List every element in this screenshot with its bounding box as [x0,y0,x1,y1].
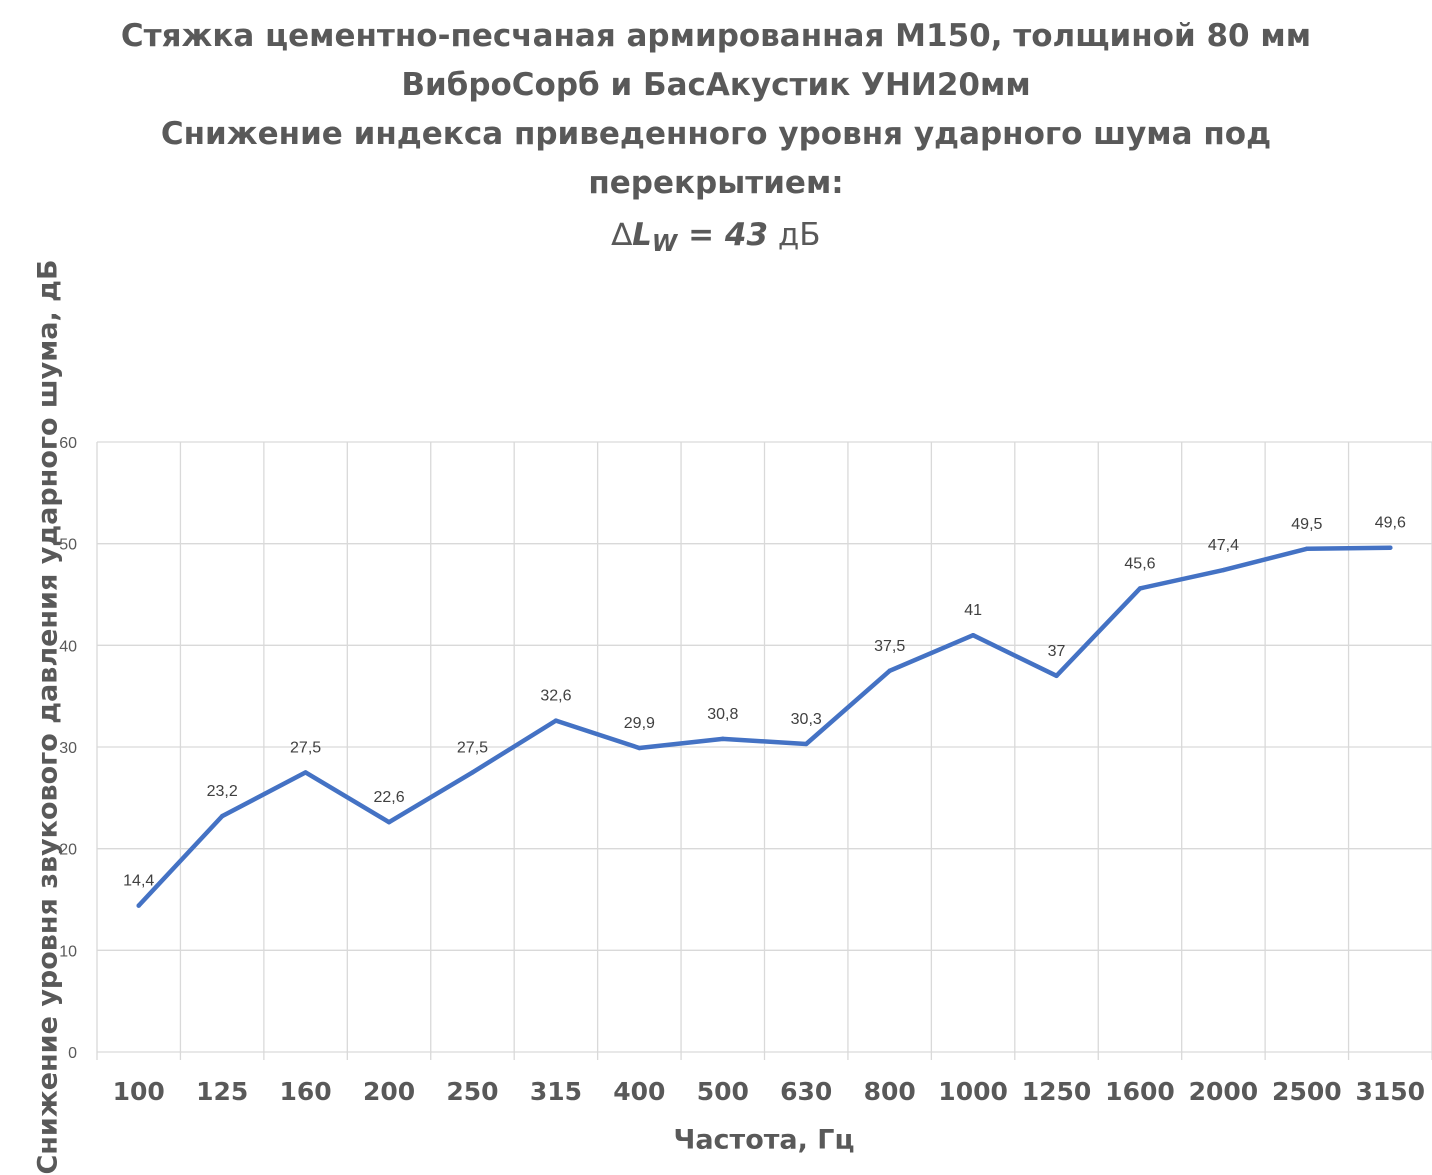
x-tick-label: 160 [280,1077,332,1106]
x-tick-label: 315 [530,1077,582,1106]
index-value-line: ∆LW = 43 дБ [0,208,1432,271]
y-tick-label: 60 [59,435,77,452]
data-label: 37,5 [874,638,905,655]
y-tick-label: 10 [59,943,77,960]
index-equals: = 43 [688,217,769,253]
y-tick-label: 30 [59,740,77,757]
data-point [386,820,392,825]
y-tick-label: 40 [59,638,77,655]
data-point [720,736,725,742]
x-tick-label: 1250 [1022,1077,1092,1106]
chart-title-line-3: Снижение индекса приведенного уровня уда… [160,116,1272,152]
data-label: 29,9 [624,715,655,732]
index-letter: LW [632,217,678,257]
x-tick-label: 1600 [1105,1077,1175,1106]
chart-title: Стяжка цементно-песчаная армированная М1… [0,12,1432,271]
data-label: 45,6 [1124,555,1155,572]
x-tick-label: 125 [196,1077,248,1106]
data-label: 41 [964,602,982,619]
data-point [1304,546,1310,551]
data-point [1137,586,1143,591]
data-label: 37 [1048,643,1066,660]
x-tick-label: 250 [446,1077,498,1106]
x-tick-label: 500 [697,1077,749,1106]
data-label: 14,4 [123,873,154,890]
x-axis-title: Частота, Гц [673,1124,855,1156]
chart-title-line-4: перекрытием: [588,165,844,201]
data-label: 30,8 [707,706,738,723]
data-point [219,813,225,819]
x-tick-label: 100 [113,1077,165,1106]
data-label: 30,3 [791,711,822,728]
index-unit: дБ [777,217,821,253]
data-label: 32,6 [540,688,571,705]
data-point [887,668,892,673]
data-point [970,632,976,638]
chart-title-line-2: ВиброСорб и БасАкустик УНИ20мм [401,67,1031,103]
x-tick-label: 3150 [1355,1077,1425,1106]
y-tick-label: 20 [59,842,77,859]
data-label: 23,2 [207,783,238,800]
series-line [136,545,1393,908]
data-point [804,741,809,747]
x-tick-label: 2000 [1189,1077,1259,1106]
chart-title-line-1: Стяжка цементно-песчаная армированная М1… [120,18,1312,54]
data-point [637,745,642,751]
data-label: 49,6 [1375,515,1406,532]
data-point [136,903,141,908]
x-tick-label: 800 [864,1077,916,1106]
data-label: 22,6 [373,789,404,806]
data-point [1221,567,1226,573]
data-label: 27,5 [457,739,488,756]
data-point [470,770,475,775]
x-tick-label: 1000 [938,1077,1008,1106]
data-label: 49,5 [1291,516,1322,533]
x-tick-label: 200 [363,1077,415,1106]
delta-symbol: ∆ [611,217,633,253]
data-point [1054,673,1059,679]
x-tick-label: 400 [613,1077,665,1106]
data-point [303,770,308,775]
data-point [1388,545,1393,550]
index-number: 43 [724,217,769,253]
x-tick-label: 630 [780,1077,832,1106]
data-point [553,718,559,723]
data-label: 27,5 [290,739,321,756]
data-label: 47,4 [1208,537,1239,554]
x-tick-label: 2500 [1272,1077,1342,1106]
index-subscript: W [651,231,678,257]
y-tick-label: 0 [68,1045,77,1062]
y-tick-label: 50 [59,537,77,554]
